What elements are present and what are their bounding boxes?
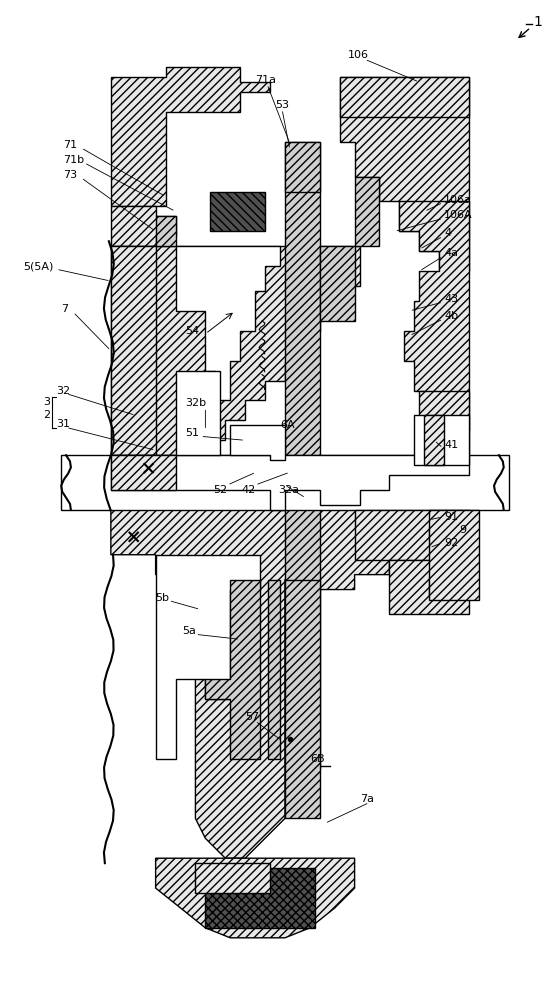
Polygon shape (205, 868, 315, 928)
Polygon shape (285, 142, 320, 192)
Text: 57: 57 (245, 712, 259, 722)
Polygon shape (400, 201, 469, 430)
Text: 2: 2 (43, 410, 50, 420)
Polygon shape (285, 142, 320, 490)
Polygon shape (195, 863, 270, 893)
Text: 4: 4 (444, 228, 451, 238)
Text: 5b: 5b (156, 593, 170, 603)
Text: 32a: 32a (278, 485, 299, 495)
Polygon shape (111, 510, 469, 858)
Text: 52: 52 (213, 485, 227, 495)
Polygon shape (415, 415, 469, 465)
Polygon shape (111, 246, 156, 455)
Text: 43: 43 (444, 294, 458, 304)
Polygon shape (419, 391, 469, 465)
Text: 53: 53 (275, 100, 289, 110)
Text: 92: 92 (444, 538, 459, 548)
Polygon shape (111, 246, 359, 490)
Text: 1: 1 (533, 15, 542, 29)
Polygon shape (268, 580, 280, 759)
Text: 71: 71 (63, 140, 77, 150)
Text: 51: 51 (185, 428, 199, 438)
Polygon shape (230, 425, 285, 460)
Text: 106a: 106a (444, 195, 472, 205)
Polygon shape (111, 206, 176, 246)
Polygon shape (285, 580, 320, 818)
Polygon shape (61, 455, 509, 510)
Text: 5(5A): 5(5A) (23, 261, 54, 271)
Polygon shape (156, 216, 176, 246)
Polygon shape (111, 455, 469, 510)
Text: 3: 3 (43, 397, 50, 407)
Text: 7: 7 (61, 304, 68, 314)
Text: 4b: 4b (444, 311, 458, 321)
Polygon shape (285, 490, 320, 769)
Polygon shape (320, 246, 355, 321)
Text: 73: 73 (63, 170, 77, 180)
Text: 54: 54 (185, 326, 200, 336)
Polygon shape (210, 192, 265, 231)
Text: 9: 9 (459, 525, 466, 535)
Polygon shape (156, 858, 355, 938)
Text: 41: 41 (444, 440, 458, 450)
Text: 6B: 6B (310, 754, 325, 764)
Polygon shape (111, 455, 176, 490)
Polygon shape (176, 371, 220, 455)
Polygon shape (176, 246, 280, 400)
Text: 106A: 106A (444, 210, 473, 220)
Text: 31: 31 (56, 419, 70, 429)
Polygon shape (205, 580, 260, 759)
Text: 32: 32 (56, 386, 70, 396)
Text: 71b: 71b (63, 155, 84, 165)
Polygon shape (111, 67, 270, 206)
Polygon shape (355, 510, 469, 560)
Polygon shape (355, 177, 379, 246)
Polygon shape (429, 510, 479, 600)
Polygon shape (389, 560, 469, 614)
Text: 7a: 7a (359, 794, 374, 804)
Text: 71a: 71a (255, 75, 276, 85)
Polygon shape (340, 77, 469, 117)
Text: 5a: 5a (182, 626, 196, 636)
Text: 106: 106 (348, 50, 369, 60)
Polygon shape (424, 415, 444, 465)
Text: 4a: 4a (444, 248, 458, 258)
Text: 6A: 6A (281, 420, 295, 430)
Text: 32b: 32b (185, 398, 206, 408)
Text: 42: 42 (241, 485, 255, 495)
Polygon shape (340, 77, 469, 271)
Text: 91: 91 (444, 512, 458, 522)
Polygon shape (156, 555, 260, 759)
